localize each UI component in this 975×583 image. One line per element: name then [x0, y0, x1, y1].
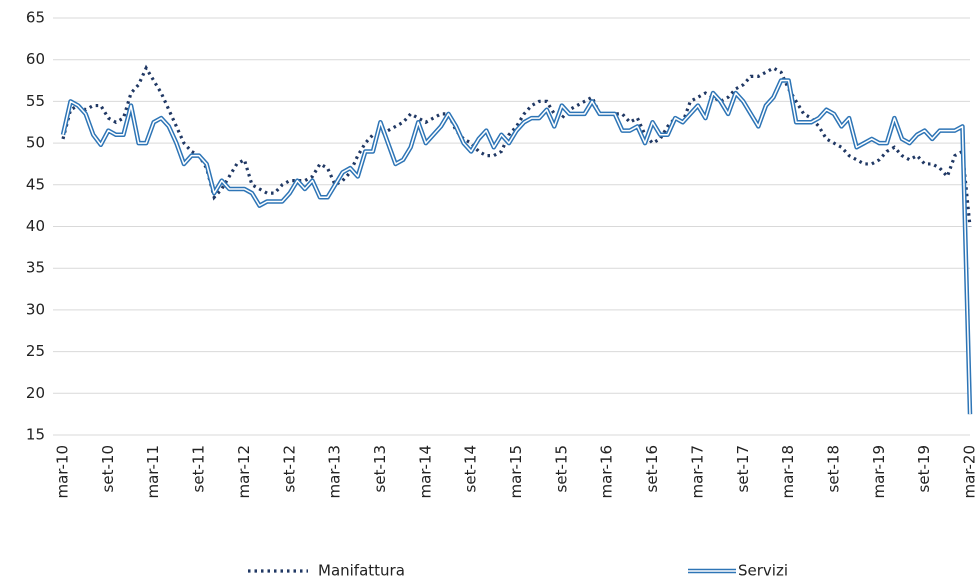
- y-tick-label: 55: [26, 92, 45, 110]
- y-tick-label: 65: [26, 9, 45, 27]
- x-tick-label: set-18: [824, 445, 842, 492]
- x-tick-label: set-13: [371, 445, 389, 492]
- y-tick-label: 20: [26, 384, 45, 402]
- y-tick-label: 30: [26, 300, 45, 318]
- x-tick-label: mar-10: [54, 445, 72, 499]
- x-tick-label: mar-17: [688, 445, 706, 499]
- x-tick-label: set-17: [734, 445, 752, 492]
- x-tick-label: set-15: [552, 445, 570, 492]
- y-tick-label: 50: [26, 134, 45, 152]
- x-tick-label: mar-18: [779, 445, 797, 499]
- legend-label: Servizi: [738, 562, 788, 580]
- x-tick-label: mar-11: [144, 445, 162, 499]
- y-tick-label: 60: [26, 50, 45, 68]
- x-tick-label: set-14: [462, 445, 480, 492]
- x-tick-label: set-11: [190, 445, 208, 492]
- legend-label: Manifattura: [318, 562, 405, 580]
- y-tick-label: 15: [26, 426, 45, 444]
- x-tick-label: mar-19: [870, 445, 888, 499]
- x-tick-label: mar-12: [235, 445, 253, 499]
- x-tick-label: mar-13: [326, 445, 344, 499]
- y-tick-label: 25: [26, 342, 45, 360]
- x-tick-label: set-16: [643, 445, 661, 492]
- x-tick-label: mar-14: [416, 445, 434, 499]
- y-tick-label: 45: [26, 175, 45, 193]
- series-line: [61, 64, 972, 227]
- x-tick-label: mar-20: [961, 445, 975, 499]
- y-tick-label: 40: [26, 217, 45, 235]
- y-tick-label: 35: [26, 259, 45, 277]
- x-tick-label: set-19: [915, 445, 933, 492]
- x-tick-label: set-10: [99, 445, 117, 492]
- x-tick-label: mar-16: [598, 445, 616, 499]
- x-tick-label: set-12: [280, 445, 298, 492]
- series-line-inner: [62, 79, 971, 415]
- x-tick-label: mar-15: [507, 445, 525, 499]
